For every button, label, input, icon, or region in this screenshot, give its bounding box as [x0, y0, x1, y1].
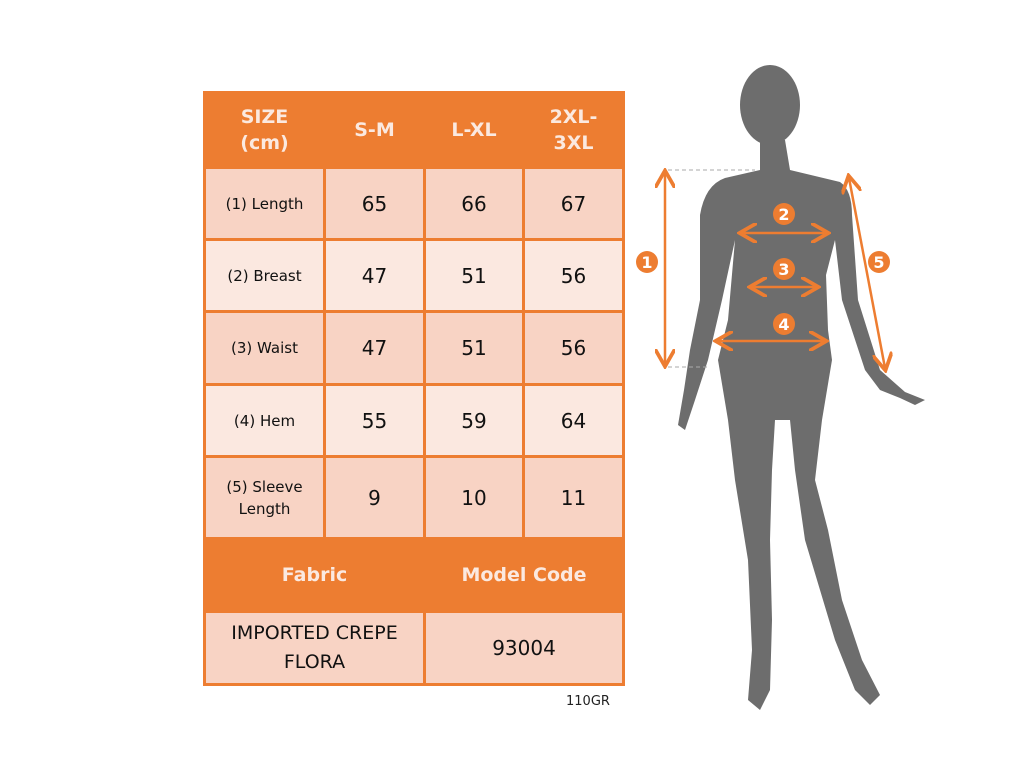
fabric-value: IMPORTED CREPE FLORA — [203, 610, 426, 686]
guide-lines — [668, 169, 755, 368]
cell: 59 — [423, 383, 525, 458]
marker-1: 1 — [641, 253, 652, 272]
header-l-xl: L-XL — [423, 91, 525, 169]
header-2xl-3xl: 2XL-3XL — [522, 91, 625, 169]
model-code-value: 93004 — [423, 610, 625, 686]
row-label: (1) Length — [203, 166, 326, 241]
row-label: (5) Sleeve Length — [203, 455, 326, 540]
cell: 51 — [423, 310, 525, 386]
row-label: (2) Breast — [203, 238, 326, 313]
cell: 11 — [522, 455, 625, 540]
table-row: (4) Hem 55 59 64 — [203, 383, 625, 458]
row-label: (4) Hem — [203, 383, 326, 458]
table-row: (1) Length 65 66 67 — [203, 166, 625, 241]
header-s-m: S-M — [323, 91, 426, 169]
cell: 9 — [323, 455, 426, 540]
cell: 47 — [323, 310, 426, 386]
cell: 66 — [423, 166, 525, 241]
fabric-header-row: Fabric Model Code — [203, 537, 625, 613]
header-size: SIZE (cm) — [203, 91, 326, 169]
marker-5: 5 — [873, 253, 884, 272]
silhouette — [678, 65, 925, 710]
table-row: (5) Sleeve Length 9 10 11 — [203, 455, 625, 540]
cell: 55 — [323, 383, 426, 458]
cell: 67 — [522, 166, 625, 241]
fabric-label: Fabric — [203, 537, 426, 613]
cell: 47 — [323, 238, 426, 313]
cell: 56 — [522, 310, 625, 386]
markers: 1 2 3 4 5 — [636, 203, 890, 335]
row-label: (3) Waist — [203, 310, 326, 386]
table-header: SIZE (cm) S-M L-XL 2XL-3XL — [203, 91, 625, 169]
size-table: SIZE (cm) S-M L-XL 2XL-3XL (1) Length 65… — [203, 91, 625, 686]
cell: 64 — [522, 383, 625, 458]
cell: 51 — [423, 238, 525, 313]
sleeve-arrow — [849, 178, 885, 368]
cell: 10 — [423, 455, 525, 540]
cell: 56 — [522, 238, 625, 313]
marker-3: 3 — [778, 260, 789, 279]
table-row: (3) Waist 47 51 56 — [203, 310, 625, 386]
fabric-value-row: IMPORTED CREPE FLORA 93004 — [203, 610, 625, 686]
cell: 65 — [323, 166, 426, 241]
measure-arrows — [665, 173, 885, 368]
body-measurement-figure: 1 2 3 4 5 — [636, 65, 925, 710]
model-code-label: Model Code — [423, 537, 625, 613]
table-row: (2) Breast 47 51 56 — [203, 238, 625, 313]
marker-2: 2 — [778, 205, 789, 224]
weight-note: 110GR — [566, 694, 610, 709]
marker-4: 4 — [778, 315, 789, 334]
